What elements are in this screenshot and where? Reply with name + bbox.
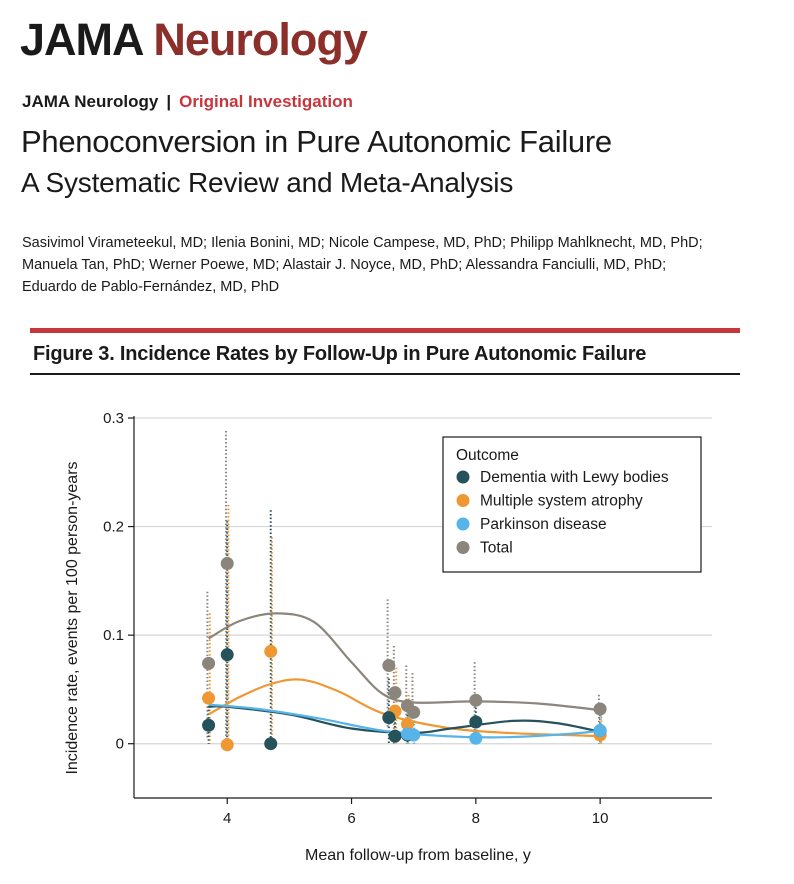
author-line-1: Sasivimol Virameteekul, MD; Ilenia Bonin… bbox=[22, 235, 703, 251]
legend-marker-pd bbox=[456, 517, 470, 531]
legend-marker-total bbox=[456, 541, 470, 554]
figure-top-rule bbox=[30, 328, 740, 333]
article-section[interactable]: Original Investigation bbox=[179, 92, 353, 111]
y-tick-label-2: 0.2 bbox=[103, 519, 124, 536]
point-dlb-3 bbox=[382, 711, 396, 725]
x-tick-label-3: 10 bbox=[592, 810, 609, 827]
point-pd-1 bbox=[407, 728, 421, 742]
section-separator: | bbox=[166, 92, 172, 111]
x-tick-label-1: 6 bbox=[347, 810, 355, 827]
legend-label-dlb: Dementia with Lewy bodies bbox=[480, 469, 669, 486]
author-list: Sasivimol Virameteekul, MD; Ilenia Bonin… bbox=[22, 232, 782, 298]
point-dlb-4 bbox=[388, 729, 402, 743]
legend-label-pd: Parkinson disease bbox=[480, 516, 607, 533]
point-total-1 bbox=[220, 556, 234, 570]
point-total-7 bbox=[593, 702, 607, 716]
point-dlb-2 bbox=[264, 737, 278, 751]
point-total-0 bbox=[202, 656, 216, 670]
y-axis-label: Incidence rate, events per 100 person-ye… bbox=[64, 461, 81, 774]
point-dlb-1 bbox=[220, 648, 234, 662]
article-title: Phenoconversion in Pure Autonomic Failur… bbox=[21, 124, 612, 159]
point-msa-1 bbox=[220, 738, 234, 752]
masthead-jama: JAMA bbox=[20, 14, 143, 65]
point-dlb-0 bbox=[202, 718, 216, 732]
author-line-2: Manuela Tan, PhD; Werner Poewe, MD; Alas… bbox=[22, 257, 667, 273]
masthead-neurology: Neurology bbox=[153, 14, 368, 65]
legend-box bbox=[442, 436, 702, 573]
figure-title-rule bbox=[30, 373, 740, 375]
legend-label-msa: Multiple system atrophy bbox=[480, 493, 643, 510]
point-pd-3 bbox=[593, 724, 607, 738]
point-total-5 bbox=[407, 705, 421, 719]
figure-title: Figure 3. Incidence Rates by Follow-Up i… bbox=[33, 343, 647, 365]
y-tick-label-0: 0 bbox=[116, 736, 124, 753]
point-pd-2 bbox=[469, 731, 483, 745]
legend-marker-msa bbox=[456, 494, 470, 507]
x-tick-label-2: 8 bbox=[472, 810, 480, 827]
x-tick-label-0: 4 bbox=[223, 810, 231, 827]
x-axis-label: Mean follow-up from baseline, y bbox=[305, 847, 531, 864]
y-tick-label-3: 0.3 bbox=[103, 410, 124, 427]
trend-line-total bbox=[208, 612, 601, 712]
legend-title: Outcome bbox=[456, 447, 519, 464]
legend-marker-dlb bbox=[456, 470, 470, 484]
point-total-2 bbox=[382, 659, 396, 673]
journal-name: JAMA Neurology bbox=[22, 92, 159, 111]
point-total-6 bbox=[469, 693, 483, 707]
point-total-3 bbox=[388, 686, 402, 700]
trend-line-msa bbox=[208, 678, 601, 738]
y-tick-label-1: 0.1 bbox=[103, 627, 124, 644]
journal-section-line: JAMA Neurology | Original Investigation bbox=[22, 92, 353, 112]
legend-label-total: Total bbox=[480, 540, 513, 557]
point-msa-2 bbox=[264, 644, 278, 658]
point-msa-0 bbox=[202, 691, 216, 705]
journal-masthead: JAMA Neurology bbox=[20, 14, 368, 66]
point-msa-4 bbox=[400, 717, 414, 731]
article-subtitle: A Systematic Review and Meta-Analysis bbox=[21, 167, 514, 198]
author-line-3: Eduardo de Pablo-Fernández, MD, PhD bbox=[22, 279, 280, 295]
point-dlb-6 bbox=[469, 715, 483, 729]
